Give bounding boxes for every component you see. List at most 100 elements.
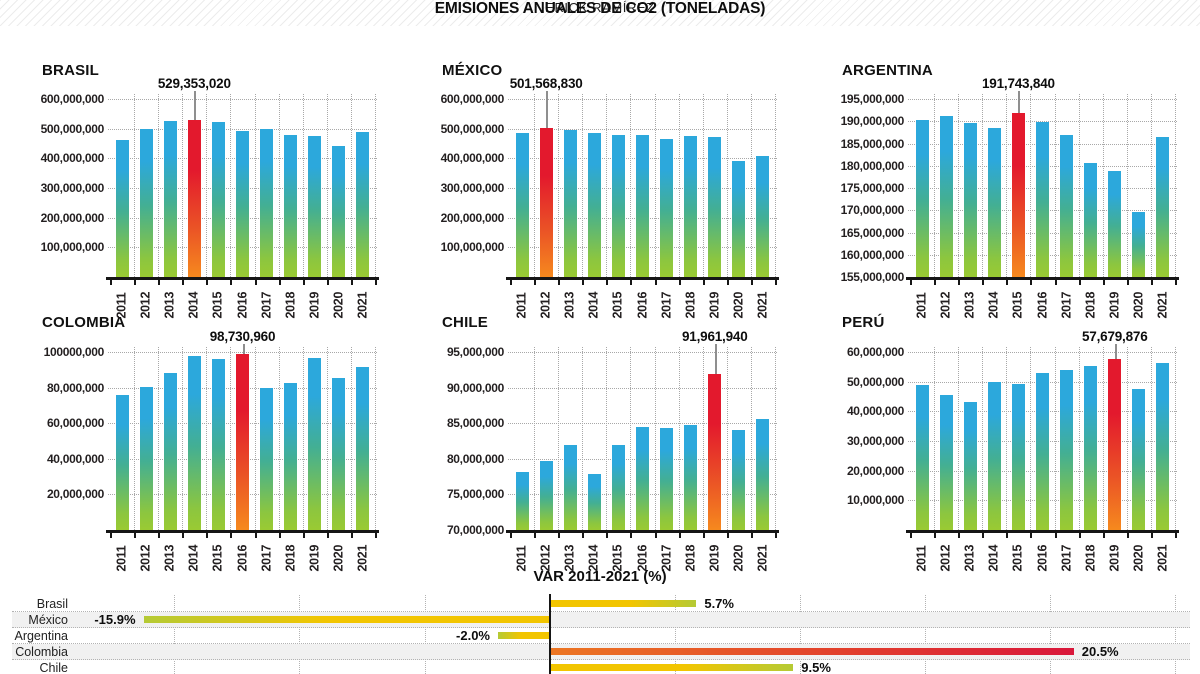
- bar: [732, 160, 746, 277]
- year-label: 2019: [307, 291, 322, 319]
- v-gridline: [1030, 94, 1032, 277]
- year-label: 2013: [562, 544, 577, 572]
- chart-title: COLOMBIA: [42, 314, 126, 331]
- v-gridline: [1078, 94, 1080, 277]
- var-row-label: Colombia: [15, 645, 68, 659]
- author-byline: ERICK RAMÍREZ: [545, 0, 655, 15]
- v-gridline: [558, 347, 560, 530]
- bar: [260, 387, 274, 530]
- highlight-bar: [1011, 113, 1025, 277]
- var-bar: [143, 616, 549, 623]
- v-gridline: [534, 94, 536, 277]
- bar: [356, 131, 370, 277]
- bar: [1132, 388, 1146, 530]
- year-label: 2021: [1155, 544, 1170, 572]
- bar: [756, 418, 770, 530]
- annotation-line: [546, 91, 549, 129]
- x-axis: [506, 530, 779, 533]
- v-gridline: [158, 94, 160, 277]
- var-bar: [551, 664, 794, 671]
- v-gridline: [230, 347, 232, 530]
- v-gridline: [678, 347, 680, 530]
- header-hatch-pattern: [0, 0, 1200, 26]
- x-axis-tick: [1054, 280, 1057, 285]
- var-bar: [498, 632, 549, 639]
- year-label: 2013: [562, 291, 577, 319]
- v-gridline: [326, 347, 328, 530]
- y-tick-label: 185,000,000: [840, 136, 905, 151]
- h-gridline: [908, 99, 1177, 100]
- x-axis-tick: [158, 280, 161, 285]
- bar: [236, 130, 249, 277]
- bar: [987, 382, 1001, 530]
- x-axis-tick: [182, 280, 185, 285]
- var-v-gridline: [800, 595, 801, 674]
- bar: [163, 372, 177, 530]
- x-axis-tick: [254, 280, 257, 285]
- bar: [1132, 212, 1146, 277]
- year-label: 2020: [331, 291, 346, 319]
- y-tick-label: 50,000,000: [846, 374, 904, 389]
- x-axis-tick: [750, 280, 753, 285]
- x-axis-tick: [206, 280, 209, 285]
- v-gridline: [134, 347, 136, 530]
- x-axis-tick: [958, 533, 961, 538]
- h-gridline: [508, 99, 777, 100]
- v-gridline: [302, 347, 304, 530]
- year-label: 2011: [514, 292, 529, 319]
- x-axis-tick: [654, 533, 657, 538]
- bar: [139, 386, 153, 530]
- y-tick-label: 600,000,000: [440, 92, 505, 106]
- y-tick-label: 600,000,000: [40, 92, 105, 106]
- bar: [1060, 370, 1074, 530]
- annotation-line: [1114, 344, 1117, 359]
- x-axis-tick: [1175, 280, 1177, 285]
- y-tick-label: 70,000,000: [446, 523, 504, 537]
- x-axis-tick: [678, 533, 681, 538]
- v-gridline: [582, 347, 584, 530]
- y-tick-label: 95,000,000: [446, 345, 504, 359]
- bar: [163, 120, 177, 277]
- y-tick-label: 60,000,000: [846, 345, 904, 359]
- x-axis-tick: [1054, 533, 1057, 538]
- year-label: 2020: [1131, 291, 1146, 319]
- v-gridline: [630, 347, 632, 530]
- year-label: 2017: [659, 544, 674, 572]
- year-label: 2013: [162, 544, 177, 572]
- year-label: 2014: [586, 291, 601, 319]
- x-axis-tick: [1175, 533, 1177, 538]
- annotation-label: 501,568,830: [509, 76, 583, 91]
- y-tick-label: 300,000,000: [40, 181, 105, 195]
- y-tick-label: 400,000,000: [440, 151, 505, 166]
- var-v-gridline: [925, 595, 926, 674]
- x-axis-tick: [750, 533, 753, 538]
- highlight-bar: [187, 119, 201, 277]
- v-gridline: [302, 94, 304, 277]
- year-label: 2016: [235, 544, 249, 572]
- year-label: 2014: [586, 544, 601, 572]
- year-label: 2012: [138, 291, 153, 319]
- year-label: 2015: [210, 544, 225, 572]
- x-axis-tick: [582, 280, 585, 285]
- bar: [684, 424, 698, 530]
- x-axis: [106, 277, 379, 280]
- x-axis-tick: [206, 533, 209, 538]
- bar: [115, 139, 129, 277]
- bar: [284, 135, 298, 277]
- v-gridline: [134, 94, 136, 277]
- x-axis-tick: [158, 533, 161, 538]
- var-v-gridline: [1175, 595, 1176, 674]
- bar: [587, 133, 601, 277]
- bar: [660, 428, 674, 530]
- year-label: 2016: [1035, 544, 1049, 572]
- v-gridline: [206, 94, 208, 277]
- year-label: 2012: [538, 544, 553, 572]
- bar: [211, 121, 225, 277]
- var-value-label: 20.5%: [1081, 644, 1119, 659]
- annotation-label: 98,730,960: [209, 329, 276, 344]
- bar: [636, 427, 649, 530]
- v-gridline: [158, 347, 160, 530]
- v-gridline: [958, 94, 960, 277]
- year-label: 2018: [283, 544, 298, 572]
